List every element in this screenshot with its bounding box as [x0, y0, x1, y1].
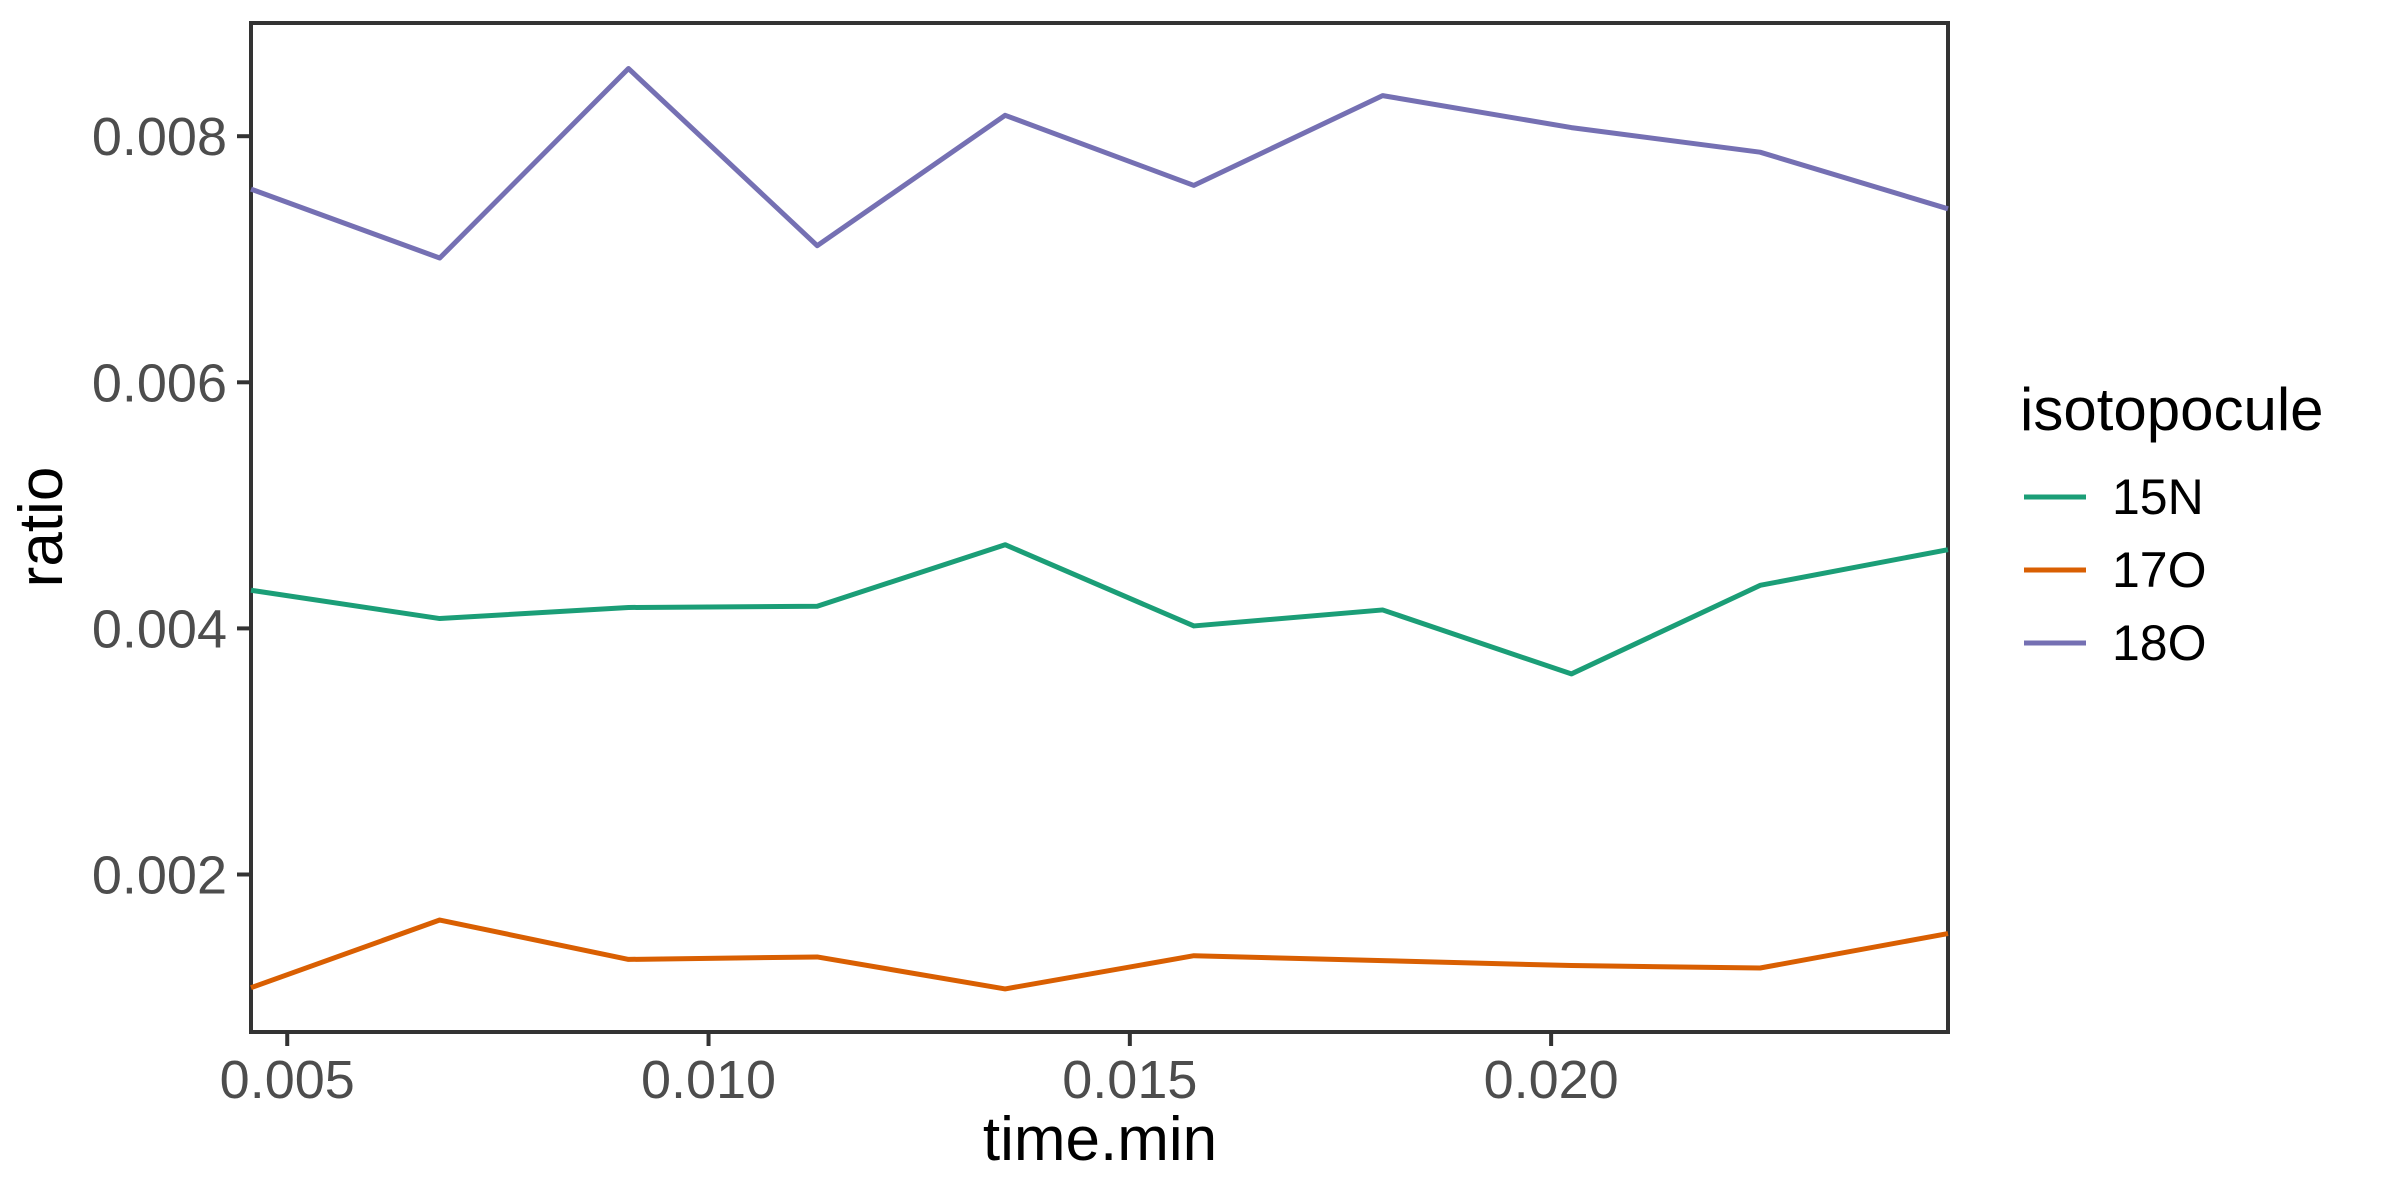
- legend-item-17O: 17O: [2024, 542, 2207, 598]
- series-lines: [250, 66, 1949, 992]
- legend: isotopocule 15N 17O 18O: [2020, 376, 2324, 671]
- legend-label-17O: 17O: [2112, 542, 2207, 598]
- legend-item-15N: 15N: [2024, 469, 2204, 525]
- y-tick-label: 0.008: [92, 107, 227, 167]
- x-tick-label: 0.010: [641, 1050, 776, 1110]
- y-tick-label: 0.006: [92, 353, 227, 413]
- y-axis-title: ratio: [7, 467, 76, 588]
- legend-label-15N: 15N: [2112, 469, 2204, 525]
- y-axis-ticks: 0.002 0.004 0.006 0.008: [92, 107, 251, 905]
- y-tick-label: 0.004: [92, 599, 227, 659]
- x-axis-ticks: 0.005 0.010 0.015 0.020: [220, 1032, 1619, 1110]
- x-tick-label: 0.020: [1484, 1050, 1619, 1110]
- y-tick-label: 0.002: [92, 845, 227, 905]
- series-line-15N: [250, 542, 1949, 677]
- series-line-18O: [250, 66, 1949, 261]
- x-tick-label: 0.015: [1062, 1050, 1197, 1110]
- legend-label-18O: 18O: [2112, 615, 2207, 671]
- x-axis-title: time.min: [983, 1105, 1217, 1174]
- series-line-17O: [250, 917, 1949, 992]
- legend-items: 15N 17O 18O: [2024, 469, 2207, 671]
- legend-item-18O: 18O: [2024, 615, 2207, 671]
- x-tick-label: 0.005: [220, 1050, 355, 1110]
- plot-panel-border: [249, 21, 1950, 1034]
- legend-title: isotopocule: [2020, 376, 2324, 443]
